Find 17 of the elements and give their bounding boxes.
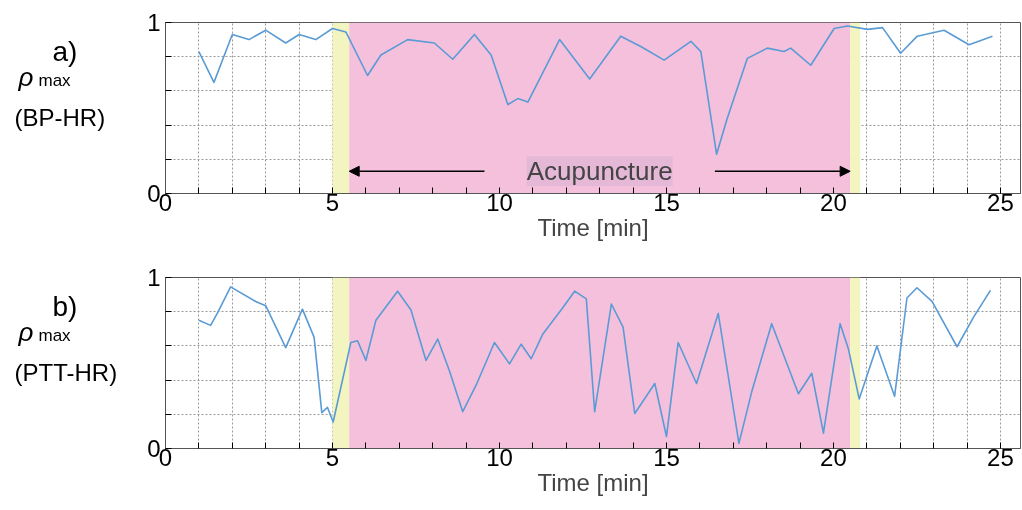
x-tick-label: 20 bbox=[820, 443, 847, 471]
x-tick-label: 20 bbox=[820, 188, 847, 216]
band-label: Acupuncture bbox=[526, 156, 673, 187]
x-axis-title: Time [min] bbox=[537, 468, 649, 496]
x-tick-label: 15 bbox=[653, 188, 680, 216]
x-axis-title: Time [min] bbox=[537, 213, 649, 241]
x-tick-label: 5 bbox=[325, 443, 340, 471]
x-tick-label: 25 bbox=[987, 443, 1014, 471]
x-tick-label: 25 bbox=[987, 188, 1014, 216]
x-tick-label: 5 bbox=[325, 188, 340, 216]
line-series bbox=[198, 25, 994, 155]
x-tick-label: 10 bbox=[486, 188, 513, 216]
x-tick-label: 10 bbox=[486, 443, 513, 471]
line-series bbox=[198, 286, 992, 445]
x-tick-label: 15 bbox=[653, 443, 680, 471]
y-tick-label: 1 bbox=[147, 264, 161, 291]
y-tick-label: 1 bbox=[147, 9, 161, 36]
